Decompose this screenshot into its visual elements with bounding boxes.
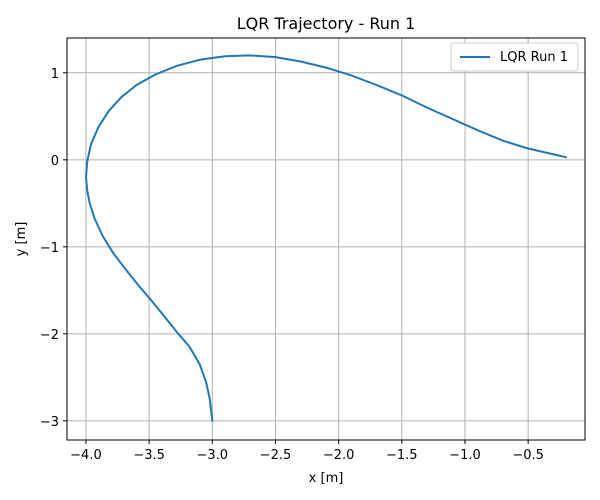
plot-frame (66, 37, 586, 441)
x-tick-label: −2.5 (260, 448, 292, 463)
x-tick-label: −2.0 (323, 448, 355, 463)
x-tick-label: −3.5 (133, 448, 165, 463)
x-tick-label: −1.5 (386, 448, 418, 463)
series-layer (85, 54, 567, 422)
x-axis-label: x [m] (309, 471, 344, 486)
x-tick-label: −0.5 (512, 448, 544, 463)
x-tick-label: −1.0 (449, 448, 481, 463)
legend-box (450, 42, 579, 72)
legend-label-lqr-run-1: LQR Run 1 (500, 50, 568, 65)
y-axis-label: y [m] (14, 222, 29, 257)
x-tick-label: −4.0 (70, 448, 102, 463)
series-line-lqr-run-1 (85, 54, 567, 422)
legend: LQR Run 1 (450, 42, 579, 72)
y-tick-label: −3 (40, 415, 59, 430)
x-tick-label: −3.0 (197, 448, 229, 463)
tick-layer: −4.0 −3.5 −3.0 −2.5 −2.0 −1.5 −1.0 −0.5 −3 −2 −1 0 1 (40, 67, 544, 463)
grid-layer (67, 38, 585, 440)
y-tick-label: 0 (51, 154, 59, 169)
y-tick-label: 1 (51, 67, 59, 82)
y-tick-label: −2 (40, 328, 59, 343)
y-tick-label: −1 (40, 241, 59, 256)
chart-title: LQR Trajectory - Run 1 (237, 14, 416, 33)
